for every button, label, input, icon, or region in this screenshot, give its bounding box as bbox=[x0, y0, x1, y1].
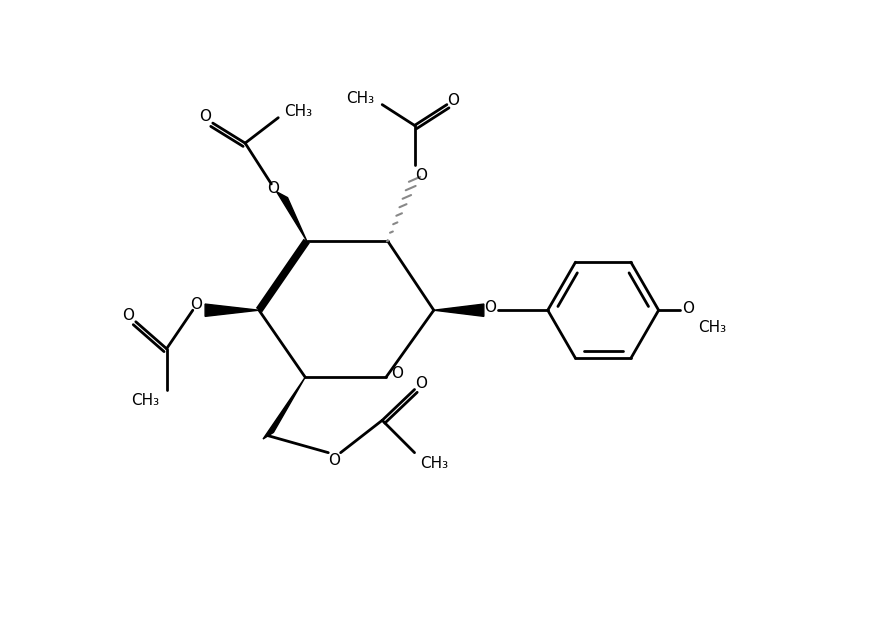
Text: O: O bbox=[267, 181, 279, 196]
Text: O: O bbox=[329, 453, 340, 468]
Text: O: O bbox=[392, 366, 403, 381]
Polygon shape bbox=[205, 304, 259, 317]
Text: O: O bbox=[447, 94, 459, 108]
Text: O: O bbox=[415, 168, 426, 183]
Text: CH₃: CH₃ bbox=[420, 456, 449, 471]
Polygon shape bbox=[277, 192, 306, 241]
Text: O: O bbox=[199, 109, 211, 124]
Polygon shape bbox=[263, 377, 306, 439]
Text: O: O bbox=[682, 301, 694, 316]
Text: CH₃: CH₃ bbox=[131, 392, 159, 408]
Text: CH₃: CH₃ bbox=[284, 104, 313, 119]
Text: O: O bbox=[484, 300, 496, 315]
Text: O: O bbox=[122, 308, 134, 323]
Text: CH₃: CH₃ bbox=[347, 91, 375, 106]
Text: CH₃: CH₃ bbox=[699, 320, 727, 335]
Polygon shape bbox=[434, 304, 484, 317]
Text: O: O bbox=[415, 376, 426, 391]
Text: O: O bbox=[190, 296, 202, 311]
